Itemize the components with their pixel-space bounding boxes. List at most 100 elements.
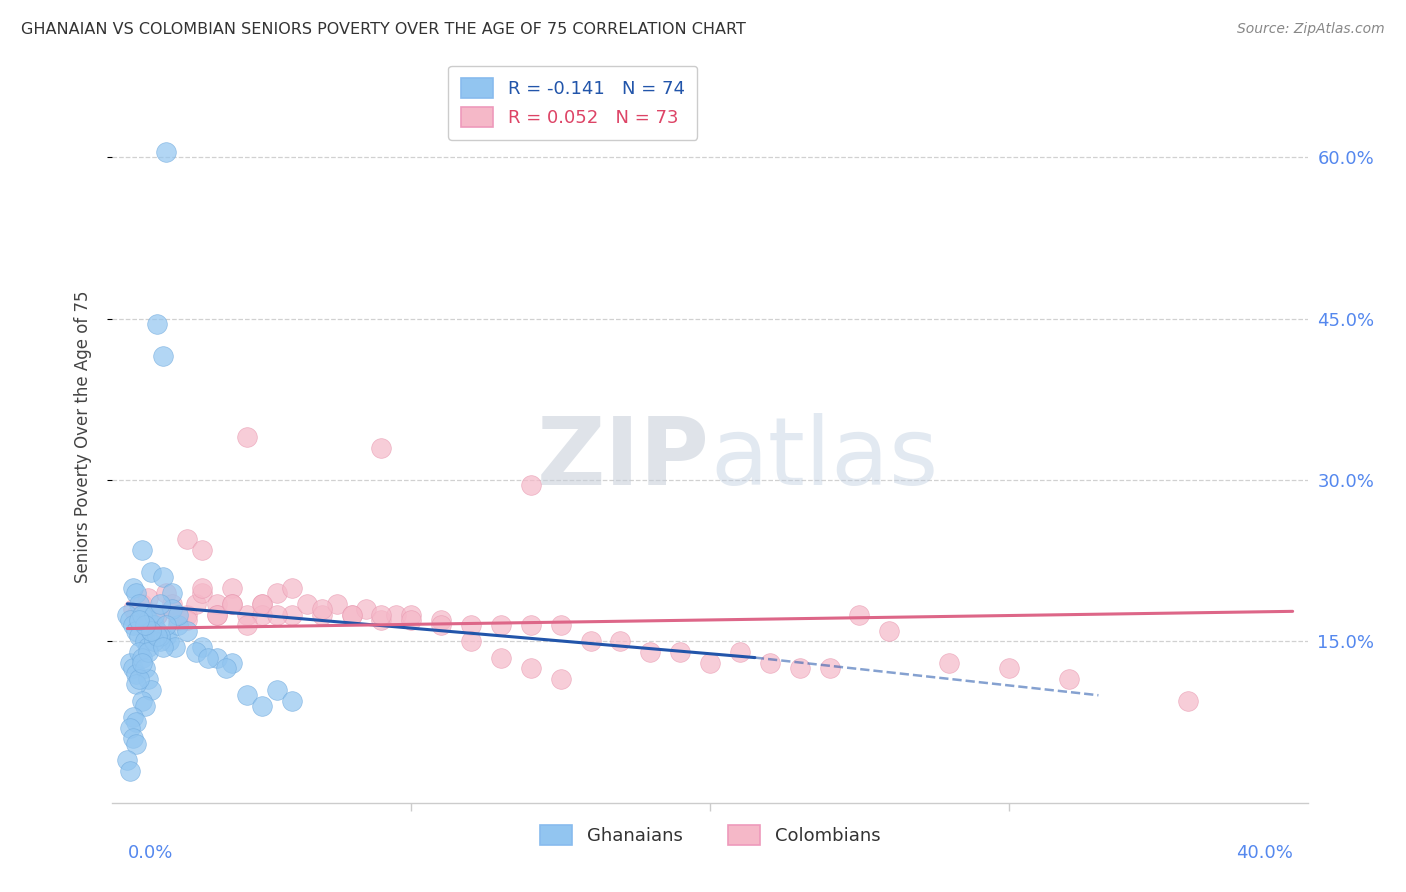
Point (311, 607, 333, 622)
Point (295, 597, 318, 611)
Point (311, 602, 333, 616)
Point (155, 586, 177, 600)
Point (250, 597, 273, 611)
Point (138, 591, 160, 606)
Point (138, 613, 160, 627)
Point (460, 618, 482, 632)
Point (162, 602, 183, 616)
Point (120, 656, 142, 670)
Point (167, 618, 190, 632)
Point (186, 597, 208, 611)
Point (236, 618, 259, 632)
Point (640, 645, 662, 659)
Point (122, 731, 145, 746)
Point (550, 672, 572, 686)
Point (146, 629, 169, 643)
Text: 40.0%: 40.0% (1236, 844, 1292, 862)
Point (221, 581, 243, 595)
Point (134, 607, 156, 622)
Point (191, 586, 214, 600)
Point (221, 597, 243, 611)
Point (134, 634, 156, 648)
Point (128, 613, 150, 627)
Point (162, 586, 183, 600)
Point (149, 597, 172, 611)
Point (125, 607, 148, 622)
Point (215, 661, 238, 675)
Point (520, 661, 543, 675)
Point (155, 618, 177, 632)
Point (122, 618, 145, 632)
Point (143, 618, 166, 632)
Point (266, 586, 288, 600)
Point (141, 565, 163, 579)
Point (818, 661, 841, 675)
Point (120, 764, 142, 778)
Point (879, 624, 901, 638)
Point (221, 597, 243, 611)
Point (197, 650, 219, 665)
Point (138, 645, 160, 659)
Point (134, 618, 156, 632)
Point (789, 661, 811, 675)
Text: atlas: atlas (710, 413, 938, 505)
Point (134, 661, 156, 675)
Point (128, 597, 150, 611)
Point (205, 607, 228, 622)
Point (250, 597, 273, 611)
Point (176, 533, 198, 547)
Point (340, 607, 363, 622)
Point (370, 613, 392, 627)
Point (176, 624, 198, 638)
Point (125, 666, 148, 681)
Point (141, 624, 163, 638)
Point (122, 581, 145, 595)
Point (520, 618, 543, 632)
Point (236, 430, 259, 444)
Point (489, 618, 512, 632)
Point (281, 581, 304, 595)
Point (281, 693, 304, 707)
Point (122, 661, 145, 675)
Point (609, 634, 631, 648)
Text: 0.0%: 0.0% (128, 844, 173, 862)
Point (131, 693, 153, 707)
Point (430, 613, 453, 627)
Point (138, 640, 160, 654)
Point (131, 656, 153, 670)
Point (117, 607, 139, 622)
Point (125, 586, 148, 600)
Point (550, 618, 572, 632)
Point (385, 607, 408, 622)
Point (669, 645, 692, 659)
Point (122, 602, 145, 616)
Legend: Ghanaians, Colombians: Ghanaians, Colombians (529, 814, 891, 856)
Point (728, 645, 751, 659)
Point (162, 602, 183, 616)
Point (266, 682, 288, 697)
Point (167, 607, 190, 622)
Point (250, 607, 273, 622)
Point (699, 656, 721, 670)
Point (340, 607, 363, 622)
Point (191, 581, 214, 595)
Point (120, 613, 142, 627)
Point (938, 656, 960, 670)
Point (176, 607, 198, 622)
Point (205, 597, 228, 611)
Point (236, 688, 259, 702)
Point (186, 645, 208, 659)
Point (146, 629, 169, 643)
Point (131, 543, 153, 558)
Point (370, 607, 392, 622)
Point (134, 698, 156, 713)
Point (430, 618, 453, 632)
Point (138, 672, 160, 686)
Point (131, 607, 153, 622)
Point (141, 624, 163, 638)
Point (141, 682, 163, 697)
Point (236, 607, 259, 622)
Point (1057, 672, 1080, 686)
Point (325, 597, 347, 611)
Point (146, 607, 169, 622)
